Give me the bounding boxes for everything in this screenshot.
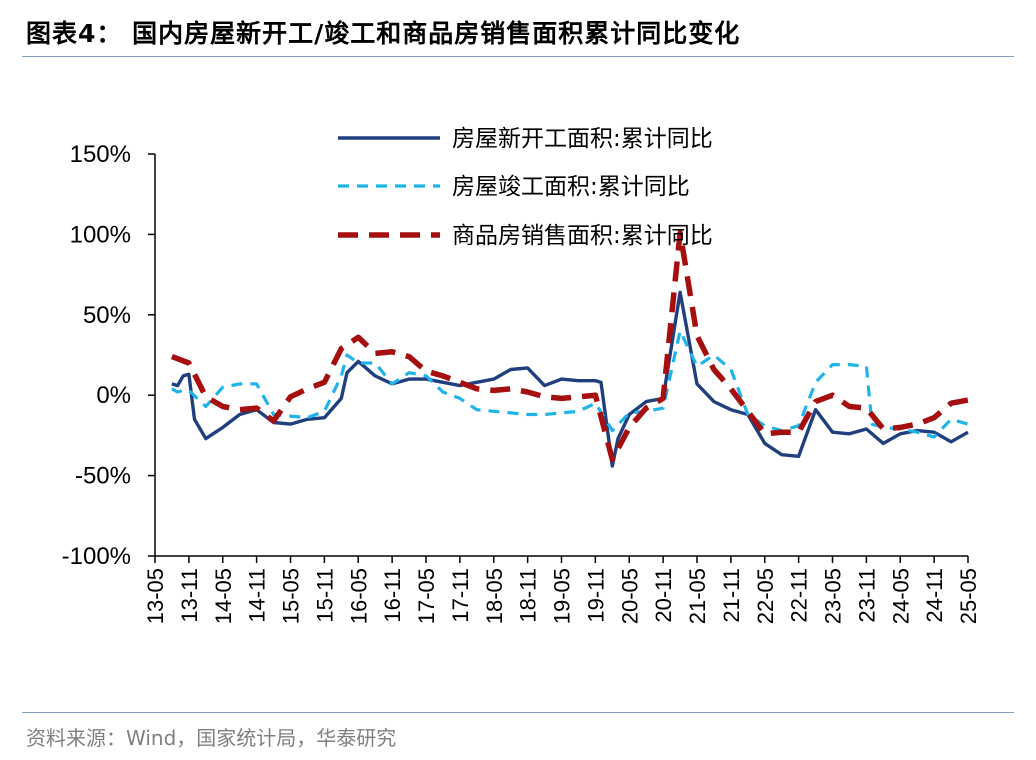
x-tick-label: 21-05 xyxy=(685,568,710,624)
series-line-2 xyxy=(171,329,969,439)
x-tick-label: 22-11 xyxy=(787,568,812,623)
legend-label-1: 房屋新开工面积:累计同比 xyxy=(452,126,713,152)
x-tick-label: 19-11 xyxy=(583,568,608,623)
x-tick-label: 24-11 xyxy=(922,568,947,623)
y-tick-label: 150% xyxy=(70,141,131,168)
legend-label-3: 商品房销售面积:累计同比 xyxy=(452,223,713,249)
x-tick-label: 17-05 xyxy=(414,568,439,624)
x-tick-label: 18-05 xyxy=(482,568,507,624)
x-tick-label: 13-05 xyxy=(143,568,168,624)
x-tick-label: 25-05 xyxy=(956,568,981,624)
x-tick-label: 20-11 xyxy=(651,568,676,623)
x-tick-label: 15-05 xyxy=(279,568,304,624)
page-title: 图表4： 国内房屋新开工/竣工和商品房销售面积累计同比变化 xyxy=(26,19,741,48)
title-divider xyxy=(22,56,1014,57)
y-tick-label: 100% xyxy=(70,221,131,248)
x-tick-label: 14-05 xyxy=(211,568,236,624)
x-tick-label: 23-11 xyxy=(854,568,879,623)
x-tick-label: 16-05 xyxy=(346,568,371,624)
x-tick-label: 17-11 xyxy=(448,568,473,623)
source-note: 资料来源：Wind，国家统计局，华泰研究 xyxy=(26,726,397,750)
y-tick-label: -100% xyxy=(62,543,131,570)
x-tick-label: 21-11 xyxy=(719,568,744,623)
line-chart: 150% 100% 50% 0% -50% -100% 13-05 13-11 14-05 14-… xyxy=(62,126,981,624)
axes: 150% 100% 50% 0% -50% -100% 13-05 13-11 14-05 14-… xyxy=(62,141,981,624)
x-tick-label: 20-05 xyxy=(617,568,642,624)
x-tick-label: 24-05 xyxy=(888,568,913,624)
x-tick-label: 16-11 xyxy=(380,568,405,623)
legend-label-2: 房屋竣工面积:累计同比 xyxy=(452,174,690,200)
x-tick-label: 18-11 xyxy=(516,568,541,623)
source-divider xyxy=(22,712,1014,713)
x-tick-label: 14-11 xyxy=(245,568,270,623)
y-tick-label: -50% xyxy=(75,463,131,490)
x-tick-label: 13-11 xyxy=(177,568,202,623)
series-line-1 xyxy=(171,290,969,468)
y-tick-label: 50% xyxy=(83,302,131,329)
x-tick-label: 22-05 xyxy=(753,568,778,624)
series-layer xyxy=(170,230,969,468)
y-tick-label: 0% xyxy=(96,382,131,409)
x-tick-label: 15-11 xyxy=(312,568,337,623)
x-tick-label: 19-05 xyxy=(550,568,575,624)
x-tick-label: 23-05 xyxy=(821,568,846,624)
series-line-3 xyxy=(170,230,969,463)
